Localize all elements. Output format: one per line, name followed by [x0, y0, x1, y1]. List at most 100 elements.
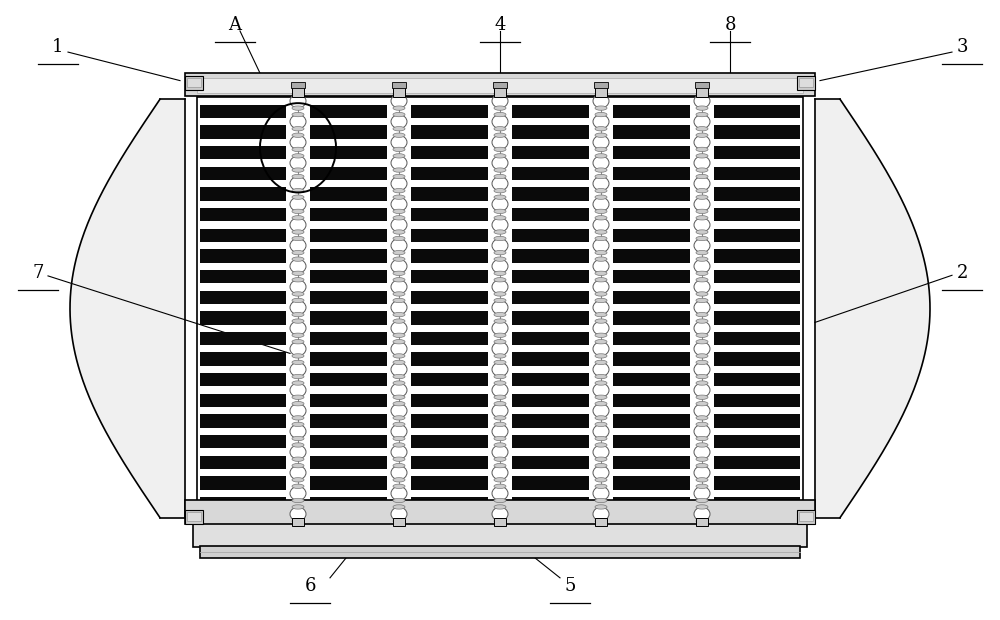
Ellipse shape [494, 92, 506, 96]
Ellipse shape [292, 257, 304, 261]
Ellipse shape [494, 443, 506, 447]
Ellipse shape [393, 354, 405, 358]
Ellipse shape [492, 280, 508, 294]
Ellipse shape [391, 342, 407, 356]
Ellipse shape [492, 218, 508, 232]
Ellipse shape [290, 218, 306, 232]
Ellipse shape [393, 230, 405, 234]
FancyBboxPatch shape [613, 456, 690, 469]
Ellipse shape [595, 278, 607, 282]
Ellipse shape [292, 354, 304, 358]
Ellipse shape [494, 271, 506, 275]
FancyBboxPatch shape [714, 394, 800, 407]
Ellipse shape [292, 188, 304, 193]
Ellipse shape [393, 498, 405, 503]
Ellipse shape [393, 298, 405, 303]
FancyBboxPatch shape [185, 73, 815, 96]
Text: 3: 3 [956, 37, 968, 56]
Ellipse shape [494, 298, 506, 303]
Ellipse shape [494, 498, 506, 503]
Ellipse shape [292, 278, 304, 282]
Ellipse shape [290, 197, 306, 211]
Ellipse shape [595, 415, 607, 420]
FancyBboxPatch shape [512, 187, 589, 201]
Ellipse shape [593, 94, 609, 108]
Ellipse shape [595, 168, 607, 172]
Ellipse shape [391, 115, 407, 128]
Ellipse shape [492, 94, 508, 108]
Ellipse shape [292, 360, 304, 365]
FancyBboxPatch shape [310, 332, 387, 345]
Ellipse shape [292, 422, 304, 427]
Ellipse shape [393, 422, 405, 427]
FancyBboxPatch shape [411, 332, 488, 345]
FancyBboxPatch shape [714, 311, 800, 324]
Ellipse shape [393, 333, 405, 337]
Ellipse shape [494, 312, 506, 317]
Ellipse shape [593, 363, 609, 376]
Ellipse shape [292, 133, 304, 138]
FancyBboxPatch shape [411, 291, 488, 304]
Ellipse shape [696, 236, 708, 241]
Ellipse shape [391, 177, 407, 190]
Ellipse shape [696, 209, 708, 213]
FancyBboxPatch shape [512, 373, 589, 386]
FancyBboxPatch shape [411, 435, 488, 448]
Ellipse shape [393, 250, 405, 255]
Ellipse shape [696, 519, 708, 523]
Ellipse shape [696, 216, 708, 220]
Ellipse shape [393, 216, 405, 220]
Ellipse shape [595, 126, 607, 131]
Ellipse shape [393, 443, 405, 447]
Ellipse shape [292, 195, 304, 200]
Ellipse shape [595, 298, 607, 303]
Ellipse shape [694, 383, 710, 397]
Ellipse shape [595, 292, 607, 296]
Ellipse shape [292, 498, 304, 503]
FancyBboxPatch shape [714, 249, 800, 262]
Ellipse shape [595, 381, 607, 385]
Ellipse shape [593, 321, 609, 335]
Ellipse shape [696, 333, 708, 337]
Ellipse shape [494, 230, 506, 234]
Ellipse shape [494, 168, 506, 172]
Ellipse shape [391, 280, 407, 294]
Ellipse shape [595, 271, 607, 275]
Ellipse shape [595, 498, 607, 503]
FancyBboxPatch shape [411, 229, 488, 242]
Ellipse shape [694, 301, 710, 314]
Text: 7: 7 [32, 264, 44, 282]
FancyBboxPatch shape [310, 291, 387, 304]
Ellipse shape [696, 271, 708, 275]
FancyBboxPatch shape [613, 394, 690, 407]
FancyBboxPatch shape [200, 208, 286, 221]
Ellipse shape [595, 464, 607, 468]
Ellipse shape [292, 271, 304, 275]
Ellipse shape [593, 280, 609, 294]
FancyBboxPatch shape [695, 82, 709, 88]
FancyBboxPatch shape [613, 146, 690, 159]
Ellipse shape [391, 197, 407, 211]
Ellipse shape [292, 147, 304, 151]
Ellipse shape [391, 218, 407, 232]
FancyBboxPatch shape [512, 270, 589, 283]
Ellipse shape [494, 457, 506, 461]
Ellipse shape [696, 168, 708, 172]
Ellipse shape [494, 333, 506, 337]
Ellipse shape [292, 333, 304, 337]
FancyBboxPatch shape [200, 456, 286, 469]
Ellipse shape [393, 112, 405, 117]
Ellipse shape [391, 383, 407, 397]
FancyBboxPatch shape [512, 435, 589, 448]
Ellipse shape [292, 402, 304, 406]
Ellipse shape [494, 360, 506, 365]
FancyBboxPatch shape [613, 125, 690, 139]
Ellipse shape [393, 340, 405, 344]
Ellipse shape [494, 126, 506, 131]
FancyBboxPatch shape [200, 311, 286, 324]
FancyBboxPatch shape [714, 291, 800, 304]
Ellipse shape [393, 395, 405, 399]
Ellipse shape [494, 174, 506, 179]
Ellipse shape [391, 156, 407, 170]
Ellipse shape [595, 395, 607, 399]
